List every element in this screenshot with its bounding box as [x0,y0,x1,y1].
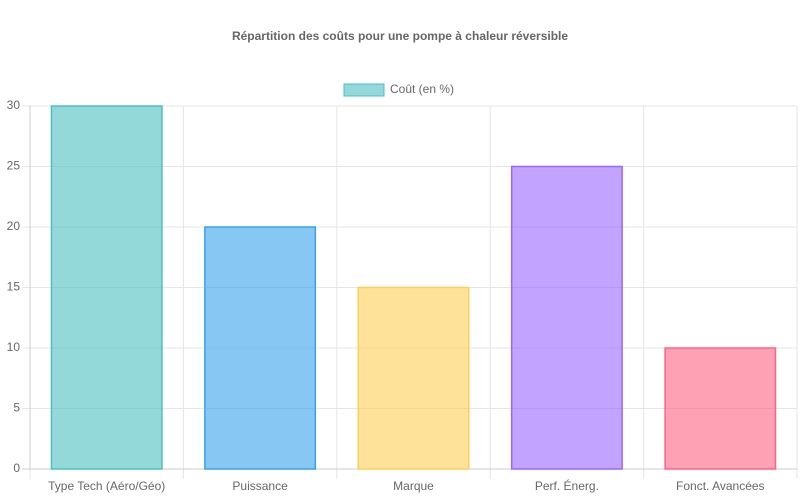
bar [510,165,623,470]
x-tick-label: Perf. Énerg. [535,478,599,493]
x-tick-label: Fonct. Avancées [676,479,765,493]
legend-swatch [343,83,385,97]
bar [664,347,777,470]
y-tick-label: 25 [7,159,21,173]
x-tick-label: Marque [393,479,434,493]
y-tick-label: 0 [13,461,20,475]
x-tick-label: Puissance [232,479,288,493]
legend-label: Coût (en %) [390,82,454,96]
y-tick-label: 20 [7,219,21,233]
y-tick-label: 30 [7,98,21,112]
chart-title: Répartition des coûts pour une pompe à c… [232,29,568,43]
bar [204,226,317,470]
y-tick-label: 10 [7,340,21,354]
y-tick-label: 5 [13,401,20,415]
x-tick-label: Type Tech (Aéro/Géo) [48,479,165,493]
bar [357,286,470,470]
bar [50,105,163,470]
y-tick-label: 15 [7,280,21,294]
